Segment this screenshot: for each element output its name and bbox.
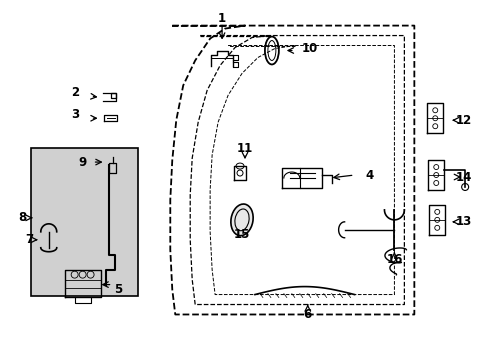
Text: 13: 13 [455, 215, 471, 228]
Text: 8: 8 [19, 211, 27, 224]
Text: 7: 7 [25, 233, 33, 246]
Text: 6: 6 [303, 308, 311, 321]
Text: 3: 3 [71, 108, 80, 121]
Text: 9: 9 [79, 156, 86, 168]
Text: 2: 2 [71, 86, 80, 99]
Text: 14: 14 [455, 171, 471, 184]
Text: 11: 11 [236, 141, 253, 155]
Text: 4: 4 [365, 168, 373, 181]
Text: 16: 16 [386, 253, 402, 266]
Text: 5: 5 [114, 283, 122, 296]
Text: 10: 10 [301, 42, 317, 55]
Ellipse shape [230, 204, 253, 236]
Text: 12: 12 [455, 114, 471, 127]
Bar [31, 148, 138, 296]
Text: 1: 1 [218, 12, 225, 25]
Text: 15: 15 [233, 228, 250, 241]
